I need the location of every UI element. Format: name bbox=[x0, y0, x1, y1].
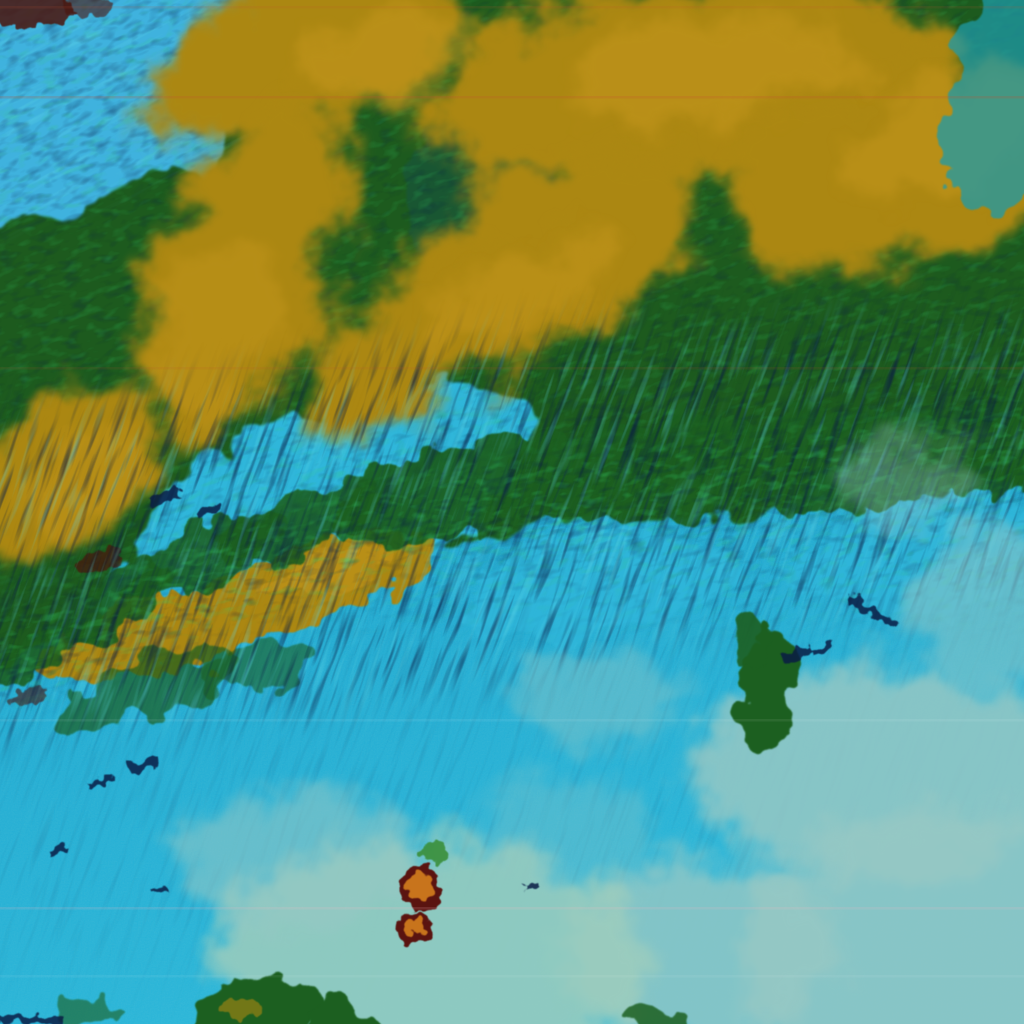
dark-fleck bbox=[811, 643, 833, 656]
pale-cloud bbox=[470, 780, 650, 880]
green-fleck bbox=[421, 842, 451, 864]
hotspot-core bbox=[405, 918, 425, 936]
olive-fleck bbox=[220, 998, 260, 1018]
dark-fleck bbox=[846, 595, 899, 630]
dark-fleck bbox=[781, 644, 813, 665]
green-islet bbox=[732, 616, 772, 668]
dark-fleck bbox=[127, 756, 161, 773]
pale-cloud bbox=[835, 440, 975, 520]
dark-fleck bbox=[195, 505, 219, 519]
scanline-artifact bbox=[0, 975, 1024, 978]
scanline-artifact bbox=[0, 96, 1024, 99]
pale-cloud bbox=[905, 530, 1024, 690]
green-islets bbox=[48, 616, 799, 1024]
scanline-artifacts bbox=[0, 6, 1024, 978]
hotspot-core bbox=[408, 873, 434, 901]
scanline-artifact bbox=[0, 6, 1024, 9]
pale-cloud bbox=[515, 655, 685, 745]
scanline-artifact bbox=[0, 907, 1024, 910]
green-islet bbox=[615, 1006, 675, 1024]
dark-fleck bbox=[47, 844, 69, 858]
dark-fleck bbox=[0, 1014, 65, 1024]
green-islet bbox=[48, 999, 116, 1024]
green-islet bbox=[290, 1002, 374, 1024]
pale-cloud bbox=[180, 790, 420, 930]
scanline-artifact bbox=[0, 367, 1024, 370]
dark-fleck bbox=[87, 774, 113, 789]
dark-fleck bbox=[151, 886, 169, 895]
hotspots bbox=[397, 842, 451, 944]
dark-fleck bbox=[523, 879, 543, 891]
dark-fleck bbox=[149, 487, 181, 507]
scanline-artifact bbox=[0, 719, 1024, 722]
dark-flecks bbox=[0, 487, 899, 1024]
